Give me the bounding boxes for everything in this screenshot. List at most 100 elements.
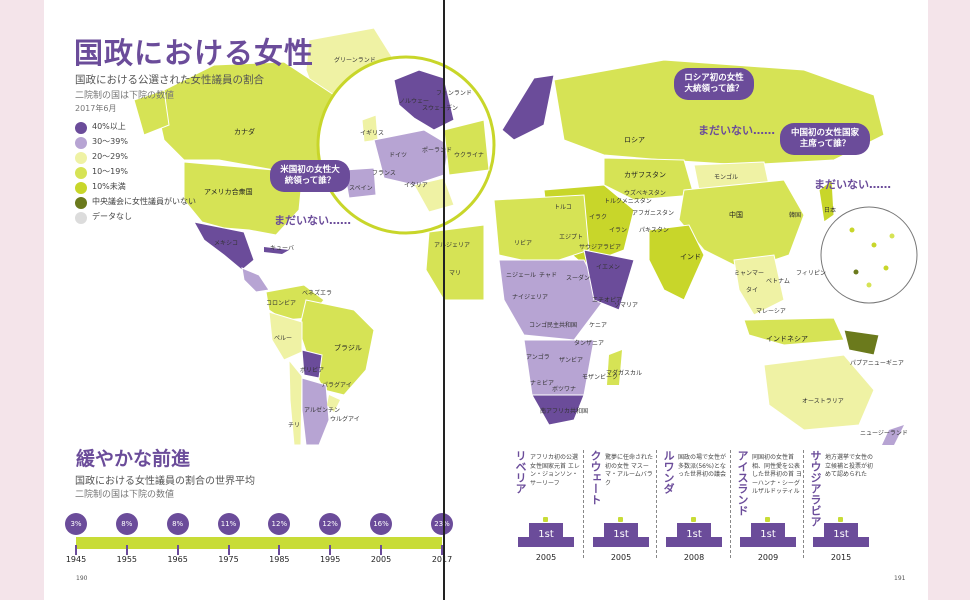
map-label-spain: スペイン [349,185,373,192]
timeline-percent-badge: 12% [268,513,291,535]
map-label-thailand: タイ [746,287,759,294]
world-map [133,27,918,445]
timeline-percent-badge: 8% [115,513,138,535]
map-label-usa: アメリカ合衆国 [204,188,253,196]
region-indonesia [743,317,845,346]
map-label-png: パプアニューギニア [850,360,904,367]
bubble-china-president: 中国初の女性国家主席って誰？ [780,123,870,155]
column-divider [583,450,584,558]
map-label-turkmenistan: トルクメニスタン [604,198,652,205]
region-central-america [241,267,270,293]
page-title: 国政における女性 [74,36,315,70]
map-label-poland: ポーランド [422,147,453,154]
first-podium: 1st [593,517,649,547]
timeline-percent-badge: 16% [370,513,392,535]
map-label-paraguay: パラグアイ [322,382,352,389]
legend-item: 20～29% [75,152,202,164]
map-date: 2017年6月 [75,104,117,113]
region-bolivia [301,349,323,379]
not-yet-russia: まだいない…… [698,124,775,137]
map-label-yemen: イエメン [596,264,620,271]
map-label-bolivia: ボリビア [300,367,325,374]
map-label-finland: フィンランド [436,90,472,97]
map-label-southafrica: 南アフリカ共和国 [540,408,589,415]
map-label-nigeria: ナイジェリア [512,294,549,301]
region-uruguay [327,395,340,412]
first-year: 2009 [757,553,779,562]
map-label-pakistan: パキスタン [639,227,669,234]
map-label-korea: 韓国 [789,212,802,219]
timeline-year: 2005 [370,555,392,564]
map-label-somalia: ソマリア [614,302,639,309]
map-label-uk: イギリス [360,130,385,137]
timeline-percent-badge: 11% [217,513,240,535]
timeline-tick [125,545,128,555]
region-south-africa [531,394,585,426]
region-iberia [343,167,377,199]
page-gutter [443,0,445,600]
region-kazakhstan [603,157,695,201]
legend-swatch [75,197,87,209]
region-cuba [264,247,289,254]
timeline-year: 1975 [218,555,239,564]
timeline-tick [380,545,382,555]
map-label-greenland: グリーンランド [334,57,376,64]
legend-label: 40%以上 [92,122,126,131]
legend-swatch [75,152,87,164]
region-chile [288,358,303,445]
first-column: サウジアラビア 地方選挙で女性の立候補と投票が初めて認められた [809,450,873,562]
legend-label: 10～19% [92,167,128,176]
map-label-mozambique: モザンビーク [582,374,619,381]
map-label-iraq: イラク [589,214,608,221]
podium-marker-icon [765,517,770,522]
first-column: リベリア アフリカ初の公選女性国家元首 エレン・ジョンソン・サーリーフ [514,450,580,562]
first-podium: 1st [518,517,574,547]
timeline-year: 1945 [65,555,87,564]
map-label-botswana: ボツワナ [552,386,577,393]
podium-first-label: 1st [604,523,638,547]
map-label-mongolia: モンゴル [714,174,739,181]
column-divider [730,450,731,558]
map-label-algeria: アルジェリア [434,242,470,249]
first-description: 驚夢に任命された初の女性 マスーマ・アルームバラク [605,454,654,487]
podium-marker-icon [618,517,623,522]
map-label-japan: 日本 [824,207,837,214]
map-label-newzealand: ニュージーランド [860,430,908,437]
first-description: 地方選挙で女性の立候補と投票が初めて認められた [825,454,874,478]
first-country-name: アイスランド [736,450,749,516]
first-year: 2005 [535,553,557,562]
first-podium: 1st [813,517,869,547]
legend-label: 30～39% [92,137,128,146]
podium-first-label: 1st [824,523,858,547]
region-alaska [133,89,170,136]
map-label-uruguay: ウルグアイ [330,416,360,423]
first-column: クウェート 驚夢に任命された初の女性 マスーマ・アルームバラク [589,450,653,562]
first-country-name: ルワンダ [662,450,675,494]
legend-swatch [75,212,87,224]
book-spread: 国政における女性 国政における公選された女性議員の割合 二院制の国は下院の数値 … [44,0,928,600]
map-label-colombia: コロンビア [266,300,297,307]
legend-swatch [75,167,87,179]
first-year: 2005 [610,553,632,562]
map-label-france: フランス [372,170,396,177]
region-india [648,224,705,301]
map-label-italy: イタリア [404,182,428,189]
map-label-sweden: スウェーデン [422,105,459,112]
pacific-inset [820,206,918,304]
map-label-china: 中国 [729,211,743,219]
map-label-uzbekistan: ウズベキスタン [624,190,666,197]
bubble-usa-president: 米国初の女性大統領って誰？ [270,160,350,192]
legend-swatch [75,137,87,149]
timeline-percent-badge: 23% [431,513,453,535]
map-label-iran: イラン [609,227,628,234]
region-east-africa [583,249,635,311]
region-australia [763,354,875,431]
timeline-year: 1995 [319,555,341,564]
map-label-cuba: キューバ [270,245,294,252]
first-description: 同国初の女性首相、同性愛を公表した世界初の首 ヨーハンナ・シーグルザルドッティル [752,454,802,495]
map-label-vietnam: ベトナム [766,278,790,285]
map-label-turkey: トルコ [554,204,572,211]
map-label-indonesia: インドネシア [766,335,808,343]
legend-label: 10%未満 [92,182,126,191]
map-label-chile: チリ [288,422,301,429]
